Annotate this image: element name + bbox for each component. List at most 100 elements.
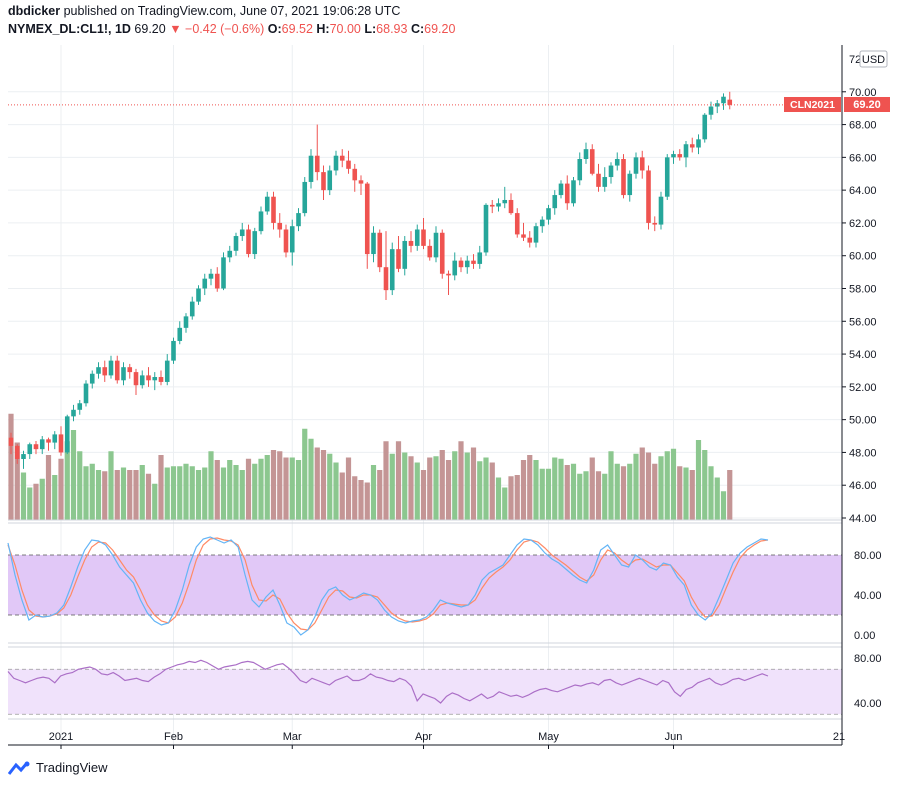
candle-body: [483, 204, 489, 253]
candle-body: [452, 260, 458, 276]
candle-body: [646, 170, 651, 223]
volume-bar: [258, 458, 264, 520]
volume-bar: [214, 460, 220, 520]
volume-bar: [702, 450, 708, 520]
high-value: 70.00: [329, 22, 361, 36]
symbol-name[interactable]: NYMEX_DL:CL1!, 1D: [8, 22, 131, 36]
volume-bar: [89, 463, 95, 520]
volume-bar: [545, 468, 552, 520]
candle-body: [446, 273, 451, 276]
candle-body: [471, 260, 476, 264]
price-tick-label: 54.00: [849, 349, 877, 361]
volume-bar: [564, 465, 570, 520]
candle-body: [696, 139, 701, 148]
volume-bar: [670, 448, 677, 520]
volume-bar: [139, 465, 145, 520]
last-price: 69.20: [134, 22, 166, 36]
price-tick-label: 50.00: [849, 415, 877, 427]
candle-body: [458, 260, 464, 268]
candle-body: [327, 170, 333, 191]
volume-bar: [195, 470, 202, 520]
candle-body: [621, 158, 626, 196]
candle-body: [496, 203, 501, 207]
volume-bar: [358, 480, 364, 520]
volume-bar: [695, 440, 702, 520]
volume-bar: [414, 462, 420, 520]
volume-bar: [308, 438, 314, 520]
volume-bar: [464, 452, 470, 520]
stochastic-lines: [7, 536, 769, 636]
candle-body: [689, 144, 695, 148]
candle-body: [658, 196, 664, 225]
volume-bar: [658, 456, 664, 520]
candle-body: [571, 180, 576, 204]
candle-body: [721, 96, 726, 104]
time-tick-label: 21: [833, 731, 845, 743]
candle-body: [227, 250, 233, 258]
candle-body: [27, 444, 33, 455]
volume-bar: [145, 473, 152, 520]
volume-bar: [252, 463, 258, 520]
volume-bar: [558, 458, 564, 520]
volume-bar: [133, 470, 139, 520]
volume-bar: [552, 457, 558, 520]
candle-body: [639, 157, 645, 171]
time-tick-label: Jun: [665, 731, 683, 743]
candle-body: [377, 232, 383, 268]
candle-body: [127, 367, 133, 373]
candle-body: [189, 301, 195, 317]
candle-body: [364, 183, 370, 255]
volume-bar: [583, 471, 589, 520]
candle-body: [208, 273, 214, 279]
candle-body: [489, 204, 495, 207]
volume-bar: [420, 470, 427, 520]
candle-body: [352, 168, 358, 181]
candle-body: [221, 257, 226, 289]
volume-bar: [52, 475, 58, 520]
volume-bar: [508, 476, 514, 520]
volume-bar: [458, 441, 464, 520]
candle-body: [614, 158, 620, 166]
volume-bar: [439, 450, 445, 520]
volume-bar: [608, 451, 614, 520]
candle-body: [121, 367, 126, 381]
volume-bar: [270, 450, 277, 520]
rsi-tick-label: 40.00: [854, 698, 882, 710]
candle-body: [133, 372, 139, 386]
volume-bar: [95, 470, 102, 520]
volume-bar: [70, 430, 77, 520]
price-tick-label: 46.00: [849, 480, 877, 492]
volume-bar: [620, 466, 627, 520]
volume-bar: [333, 462, 339, 520]
candle-body: [46, 439, 51, 443]
volume-bar: [233, 465, 239, 520]
candle-body: [71, 409, 76, 417]
tradingview-logo-icon: [8, 761, 30, 775]
candle-body: [652, 222, 658, 225]
high-label: H:: [316, 22, 330, 36]
currency-badge[interactable]: USD: [859, 50, 888, 68]
candle-body: [577, 158, 583, 181]
volume-bars: [8, 413, 733, 520]
price-tick-label: 56.00: [849, 316, 877, 328]
tradingview-footer[interactable]: TradingView: [8, 760, 108, 775]
candle-body: [233, 236, 239, 251]
volume-bar: [227, 460, 233, 520]
candle-body: [39, 439, 45, 450]
volume-bar: [502, 487, 508, 520]
candle-body: [283, 229, 289, 253]
volume-bar: [295, 460, 302, 520]
author-name[interactable]: dbdicker: [8, 4, 61, 18]
candle-body: [314, 155, 320, 173]
candle-body: [33, 444, 39, 450]
volume-bar: [489, 462, 495, 520]
candle-body: [146, 375, 151, 381]
rsi-band-fill: [8, 669, 842, 715]
volume-bar: [158, 455, 164, 520]
volume-bar: [189, 466, 195, 520]
price-tick-label: 44.00: [849, 513, 877, 525]
volume-bar: [364, 482, 370, 520]
candle-body: [683, 144, 689, 158]
price-tick-label: 62.00: [849, 218, 877, 230]
